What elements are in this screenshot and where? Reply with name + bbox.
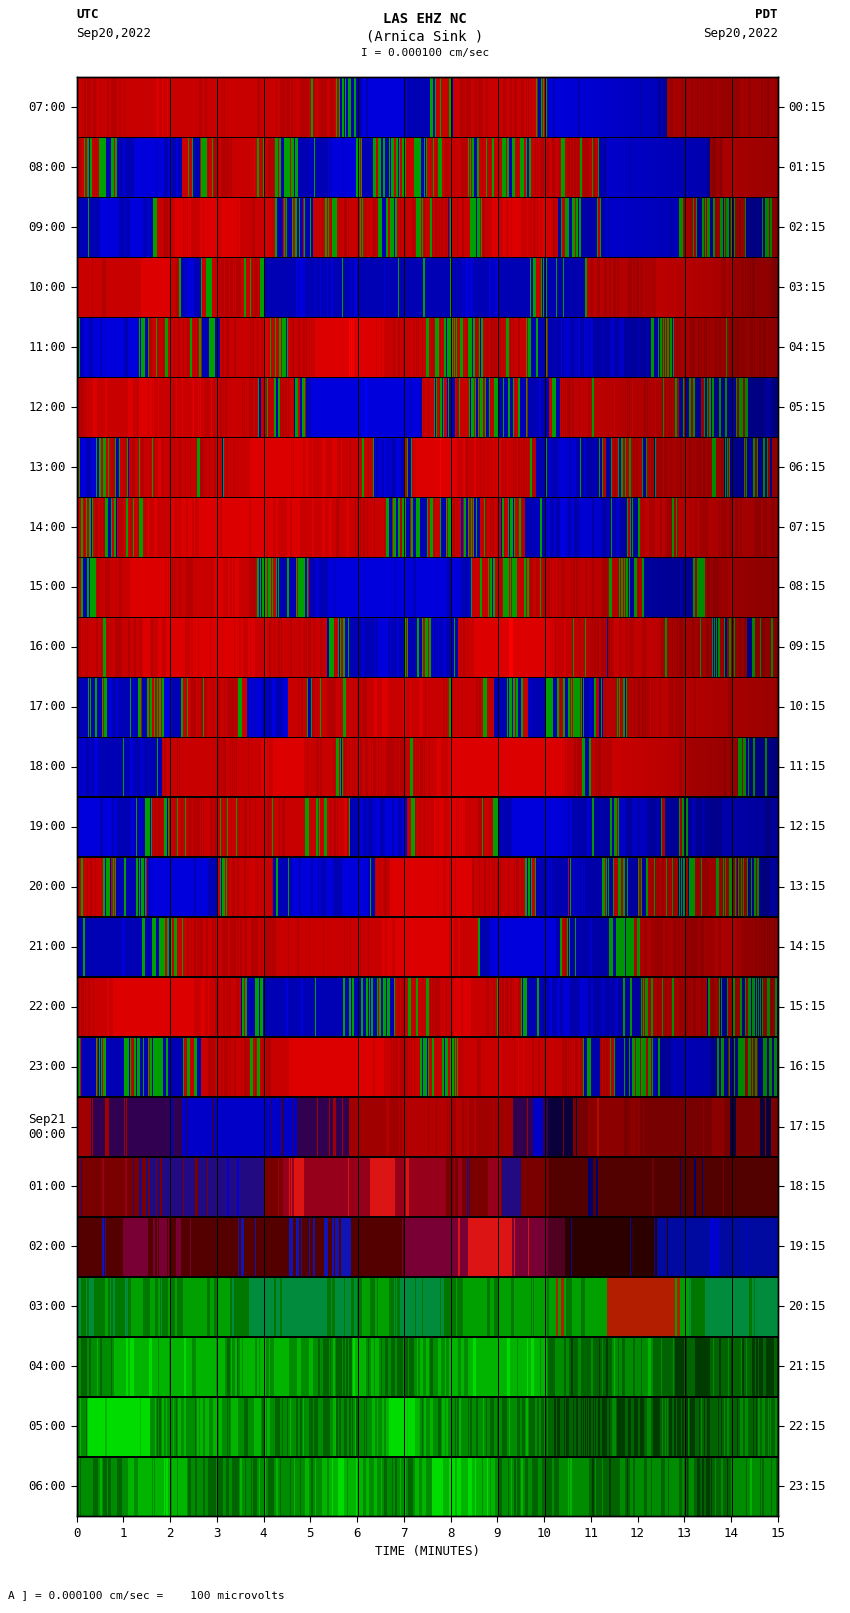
- Text: LAS EHZ NC: LAS EHZ NC: [383, 11, 467, 26]
- Text: A ] = 0.000100 cm/sec =    100 microvolts: A ] = 0.000100 cm/sec = 100 microvolts: [8, 1590, 286, 1600]
- X-axis label: TIME (MINUTES): TIME (MINUTES): [375, 1545, 479, 1558]
- Text: PDT: PDT: [756, 8, 778, 21]
- Text: UTC: UTC: [76, 8, 99, 21]
- Text: (Arnica Sink ): (Arnica Sink ): [366, 29, 484, 44]
- Text: I = 0.000100 cm/sec: I = 0.000100 cm/sec: [361, 48, 489, 58]
- Text: Sep20,2022: Sep20,2022: [703, 27, 778, 40]
- Text: Sep20,2022: Sep20,2022: [76, 27, 151, 40]
